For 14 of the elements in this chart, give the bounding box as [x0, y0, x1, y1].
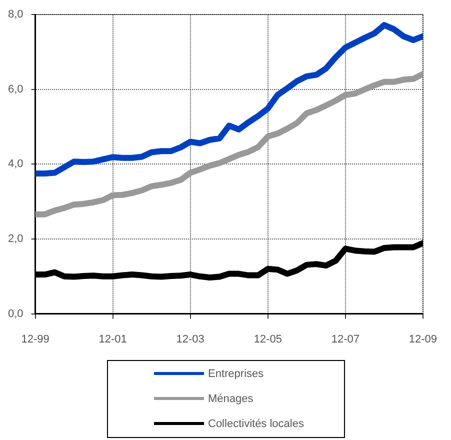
legend-label: Ménages [208, 392, 254, 404]
y-tick-label: 6,0 [8, 83, 24, 96]
y-tick-label: 4,0 [8, 158, 24, 170]
x-tick-label: 12-07 [331, 333, 360, 346]
x-tick-label: 12-99 [21, 333, 50, 346]
y-tick-label: 0,0 [8, 308, 24, 320]
x-tick-label: 12-01 [98, 333, 127, 346]
x-tick-label: 12-05 [254, 333, 282, 346]
x-tick-label: 12-09 [408, 333, 438, 346]
legend-label: Collectivités locales [208, 418, 304, 430]
y-tick-label: 8,0 [8, 8, 24, 21]
x-tick-label: 12-03 [176, 333, 204, 346]
y-tick-label: 2,0 [8, 233, 24, 246]
legend-label: Entreprises [208, 368, 264, 380]
